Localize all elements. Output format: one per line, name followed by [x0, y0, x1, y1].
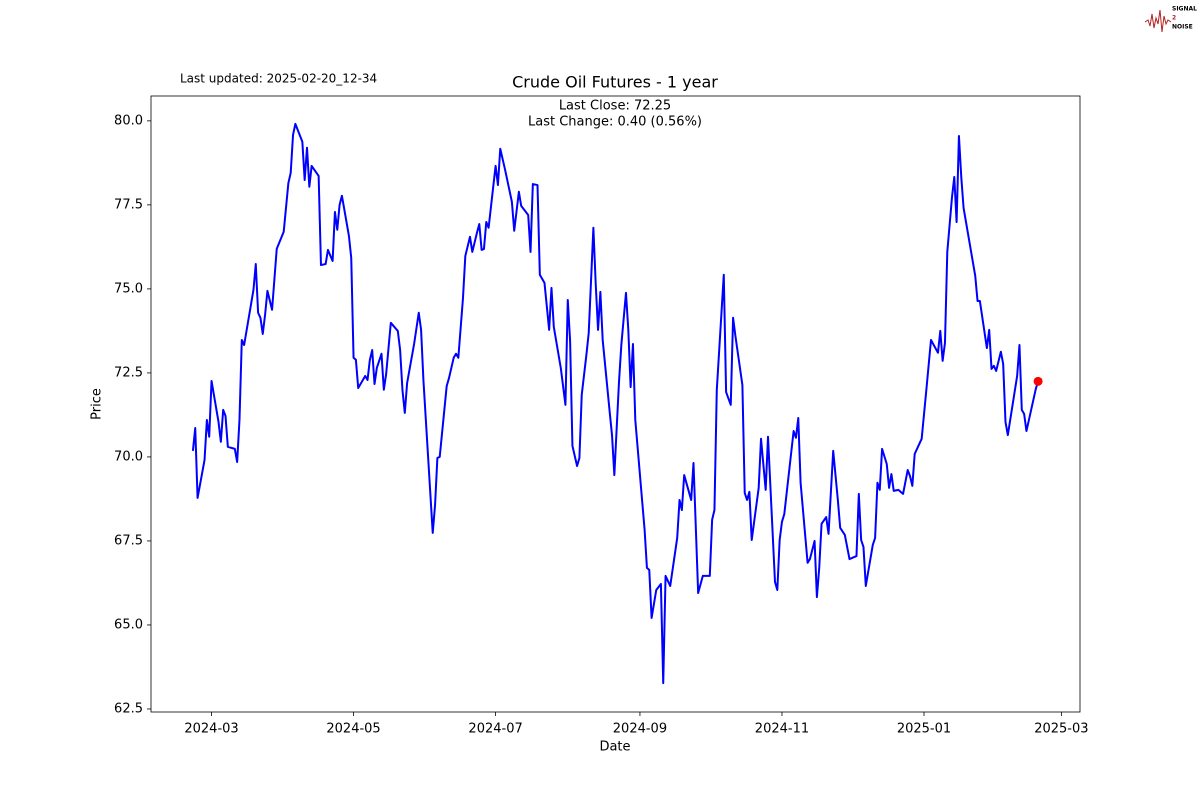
y-tick-label: 62.5 [114, 701, 143, 716]
y-tick-label: 72.5 [114, 365, 143, 380]
x-tick-label: 2024-05 [326, 722, 380, 737]
x-tick-label: 2024-03 [184, 722, 238, 737]
y-tick-label: 65.0 [114, 617, 143, 632]
annotation: Last Close: 72.25 [559, 99, 671, 114]
logo-wave [1144, 9, 1172, 33]
price-line [191, 122, 1040, 685]
logo-text: NOISE [1172, 24, 1193, 31]
y-tick-label: 67.5 [114, 533, 143, 548]
last-close-marker [1033, 376, 1043, 386]
y-tick-label: 70.0 [114, 449, 143, 464]
x-tick-label: 2025-03 [1034, 722, 1088, 737]
y-axis-label: Price [90, 388, 105, 420]
x-tick-label: 2024-09 [613, 722, 667, 737]
x-axis-label: Date [599, 740, 630, 755]
y-tick-label: 77.5 [114, 197, 143, 212]
y-tick-label: 75.0 [114, 281, 143, 296]
x-tick-label: 2024-11 [755, 722, 809, 737]
chart-title: Crude Oil Futures - 1 year [512, 73, 718, 92]
logo-text: 2 [1172, 15, 1176, 22]
last-updated: Last updated: 2025-02-20_12-34 [180, 72, 377, 86]
y-tick-label: 80.0 [114, 113, 143, 128]
x-tick-label: 2024-07 [468, 722, 522, 737]
annotation: Last Change: 0.40 (0.56%) [528, 115, 702, 130]
plot-frame [150, 95, 1081, 713]
logo: SIGNAL 2 NOISE [1144, 6, 1197, 33]
x-tick-label: 2025-01 [897, 722, 951, 737]
logo-text: SIGNAL [1172, 6, 1197, 13]
